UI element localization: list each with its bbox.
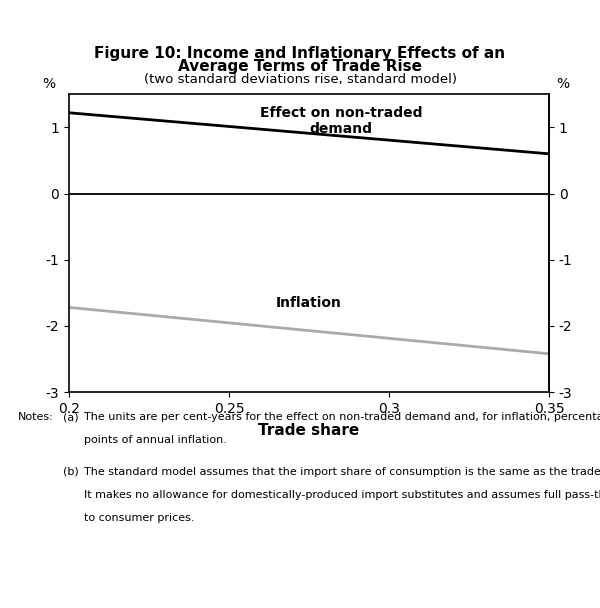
Text: Notes:: Notes:: [18, 412, 54, 422]
Text: points of annual inflation.: points of annual inflation.: [84, 435, 227, 445]
Text: Average Terms of Trade Rise: Average Terms of Trade Rise: [178, 59, 422, 74]
Text: Effect on non-traded
demand: Effect on non-traded demand: [260, 106, 422, 136]
Text: %: %: [42, 77, 55, 91]
Text: %: %: [556, 77, 569, 91]
X-axis label: Trade share: Trade share: [259, 423, 359, 438]
Text: It makes no allowance for domestically-produced import substitutes and assumes f: It makes no allowance for domestically-p…: [84, 490, 600, 500]
Text: (two standard deviations rise, standard model): (two standard deviations rise, standard …: [143, 74, 457, 86]
Text: Inflation: Inflation: [276, 295, 342, 310]
Text: (b): (b): [63, 467, 79, 477]
Text: The units are per cent-years for the effect on non-traded demand and, for inflat: The units are per cent-years for the eff…: [84, 412, 600, 422]
Text: to consumer prices.: to consumer prices.: [84, 513, 194, 523]
Text: Figure 10: Income and Inflationary Effects of an: Figure 10: Income and Inflationary Effec…: [94, 46, 506, 61]
Text: (a): (a): [63, 412, 79, 422]
Text: The standard model assumes that the import share of consumption is the same as t: The standard model assumes that the impo…: [84, 467, 600, 477]
